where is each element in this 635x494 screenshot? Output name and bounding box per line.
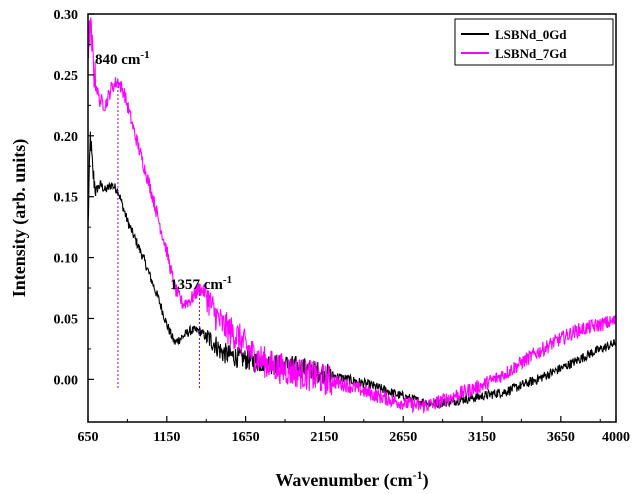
x-axis-ticks: 650 1150 1650 2150 2650 3150 3650 4000 — [78, 416, 630, 445]
x-tick-label: 1650 — [232, 430, 260, 445]
x-tick-label: 3650 — [547, 430, 575, 445]
series-line-2 — [87, 17, 617, 415]
x-tick-label: 2650 — [389, 430, 417, 445]
y-tick-label: 0.30 — [54, 8, 79, 23]
x-tick-label: 1150 — [153, 430, 180, 445]
series-line-1 — [87, 131, 617, 408]
y-axis-title: Intensity (arb. units) — [9, 139, 30, 298]
legend: LSBNd_0Gd LSBNd_7Gd — [454, 18, 614, 66]
series-layer — [87, 17, 617, 415]
x-tick-label: 3150 — [468, 430, 496, 445]
annotation-label-2: 1357 cm-1 — [170, 274, 232, 293]
x-axis-title-tail: ) — [423, 470, 429, 491]
x-tick-label: 650 — [78, 430, 99, 445]
plot-frame — [87, 13, 617, 423]
y-tick-label: 0.20 — [54, 130, 79, 145]
legend-label-2: LSBNd_7Gd — [495, 46, 567, 61]
x-axis-title: Wavenumber (cm-1) — [275, 468, 428, 491]
y-tick-label: 0.15 — [54, 191, 79, 206]
annotation-label-1: 840 cm-1 — [95, 49, 150, 68]
y-tick-label: 0.00 — [54, 373, 79, 388]
x-axis-title-sup: -1 — [413, 468, 423, 482]
y-tick-label: 0.05 — [54, 312, 79, 327]
x-axis-title-main: Wavenumber (cm — [275, 470, 412, 491]
x-tick-label: 4000 — [602, 430, 630, 445]
annotation-layer: 840 cm-1 1357 cm-1 — [95, 49, 232, 390]
legend-box — [454, 18, 614, 66]
y-tick-label: 0.25 — [54, 69, 79, 84]
legend-label-1: LSBNd_0Gd — [495, 27, 567, 42]
y-axis-ticks: 0.00 0.05 0.10 0.15 0.20 0.25 0.30 — [54, 8, 94, 388]
x-tick-label: 2150 — [310, 430, 338, 445]
y-tick-label: 0.10 — [54, 252, 79, 267]
